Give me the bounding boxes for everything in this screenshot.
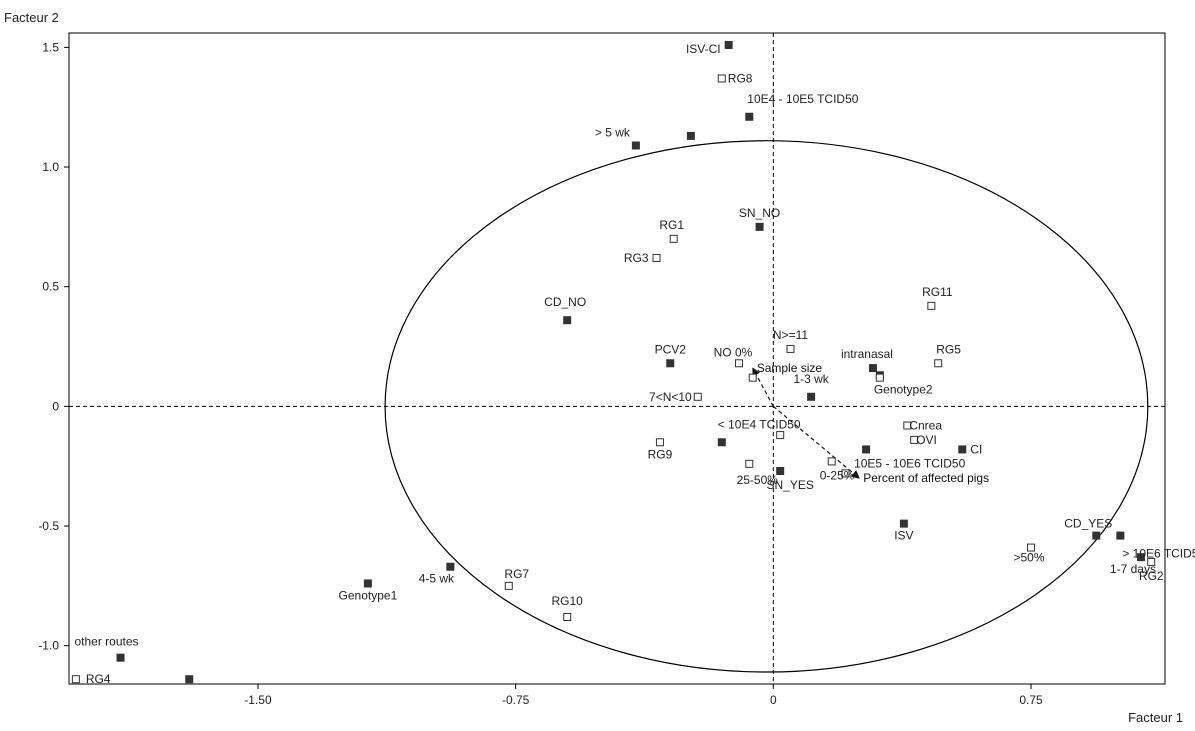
point-label: RG2 — [1139, 569, 1164, 583]
point-label: RG1 — [659, 218, 684, 232]
open-square-point — [903, 421, 912, 430]
open-square-point — [841, 469, 850, 478]
filled-square-point — [686, 131, 695, 140]
y-tick-label: 0 — [52, 399, 59, 413]
filled-square-point — [717, 438, 726, 447]
point-label: ISV-CI — [686, 42, 721, 56]
point-label: 25-50% — [737, 473, 779, 487]
point-label: intranasal — [841, 347, 893, 361]
point-label: CD_NO — [544, 295, 586, 309]
y-tick-label: 0.5 — [42, 280, 59, 294]
open-square-point — [1147, 557, 1156, 566]
point-label: OVI — [916, 433, 937, 447]
filled-square-point — [1116, 531, 1125, 540]
x-tick-label: 0.75 — [1019, 693, 1043, 707]
point-label: RG7 — [504, 567, 529, 581]
y-axis-title: Facteur 2 — [4, 10, 59, 25]
open-square-point — [71, 675, 80, 684]
arrow-label: Sample size — [757, 361, 823, 375]
point-label: 1-7 days — [1110, 562, 1156, 576]
point-label: ISV — [894, 529, 913, 543]
point-label: RG4 — [86, 672, 111, 686]
point-label: N>=11 — [773, 328, 808, 342]
point-label: 10E4 - 10E5 TCID50 — [747, 92, 859, 106]
arrow-label: Percent of affected pigs — [863, 471, 989, 485]
point-label: RG3 — [624, 251, 649, 265]
x-tick-label: 0 — [770, 693, 777, 707]
correlation-ellipse — [384, 140, 1149, 673]
point-label: NO 0% — [714, 345, 753, 359]
point-label: RG8 — [728, 71, 753, 85]
point-label: 7<N<10 — [649, 390, 692, 404]
point-label: Genotype2 — [874, 383, 933, 397]
point-label: CI — [970, 442, 982, 456]
variable-arrow — [772, 405, 860, 479]
y-tick-label: 1.5 — [42, 40, 59, 54]
point-label: Genotype1 — [339, 588, 398, 602]
point-label: > 5 wk — [595, 125, 631, 139]
point-label: SN_YES — [767, 478, 814, 492]
filled-square-point — [899, 519, 908, 528]
open-square-point — [745, 459, 754, 468]
open-square-point — [717, 74, 726, 83]
open-square-point — [504, 581, 513, 590]
filled-square-point — [807, 392, 816, 401]
filled-square-point — [724, 40, 733, 49]
point-label: PCV2 — [655, 342, 687, 356]
point-label: CD_YES — [1064, 517, 1112, 531]
x-axis-title: Facteur 1 — [1128, 710, 1183, 725]
filled-square-point — [745, 112, 754, 121]
open-square-point — [776, 431, 785, 440]
open-square-point — [786, 344, 795, 353]
filled-square-point — [666, 359, 675, 368]
filled-square-point — [185, 675, 194, 684]
filled-square-point — [958, 445, 967, 454]
point-label: 0-25% — [820, 468, 855, 482]
filled-square-point — [116, 653, 125, 662]
plot-area-frame — [68, 32, 1166, 685]
filled-square-point — [1092, 531, 1101, 540]
open-square-point — [827, 457, 836, 466]
point-label: 1-3 wk — [793, 372, 829, 386]
open-square-point — [669, 234, 678, 243]
open-square-point — [927, 301, 936, 310]
x-tick-label: -0.75 — [502, 693, 530, 707]
point-label: < 10E4 TCID50 — [718, 417, 801, 431]
filled-square-point — [755, 222, 764, 231]
point-label: 10E5 - 10E6 TCID50 — [854, 456, 966, 470]
y-tick-label: -1.0 — [38, 639, 59, 653]
filled-square-point — [868, 364, 877, 373]
filled-square-point — [1136, 553, 1145, 562]
point-label: SN_NO — [739, 206, 780, 220]
open-square-point — [655, 438, 664, 447]
point-label: RG10 — [552, 594, 584, 608]
open-square-point — [875, 373, 884, 382]
open-square-point — [734, 359, 743, 368]
filled-square-point — [631, 141, 640, 150]
point-label: other routes — [75, 635, 139, 649]
y-tick-label: 1.0 — [42, 160, 59, 174]
point-label: 4-5 wk — [419, 572, 455, 586]
filled-square-point — [776, 466, 785, 475]
open-square-point — [652, 253, 661, 262]
x-tick-label: -1.50 — [244, 693, 272, 707]
filled-square-point — [862, 445, 871, 454]
point-label: RG11 — [922, 285, 953, 299]
y-tick-label: -0.5 — [38, 519, 59, 533]
point-label: > 10E6 TCID50 — [1122, 547, 1195, 561]
open-square-point — [934, 359, 943, 368]
open-square-point — [693, 392, 702, 401]
filled-square-point — [563, 316, 572, 325]
point-label: >50% — [1013, 551, 1044, 565]
filled-square-point — [446, 562, 455, 571]
point-label: Cnrea — [909, 419, 942, 433]
filled-square-point — [363, 579, 372, 588]
point-label: RG5 — [936, 342, 961, 356]
point-label: RG9 — [648, 447, 673, 461]
open-square-point — [910, 435, 919, 444]
open-square-point — [563, 612, 572, 621]
open-square-point — [1027, 543, 1036, 552]
open-square-point — [748, 373, 757, 382]
